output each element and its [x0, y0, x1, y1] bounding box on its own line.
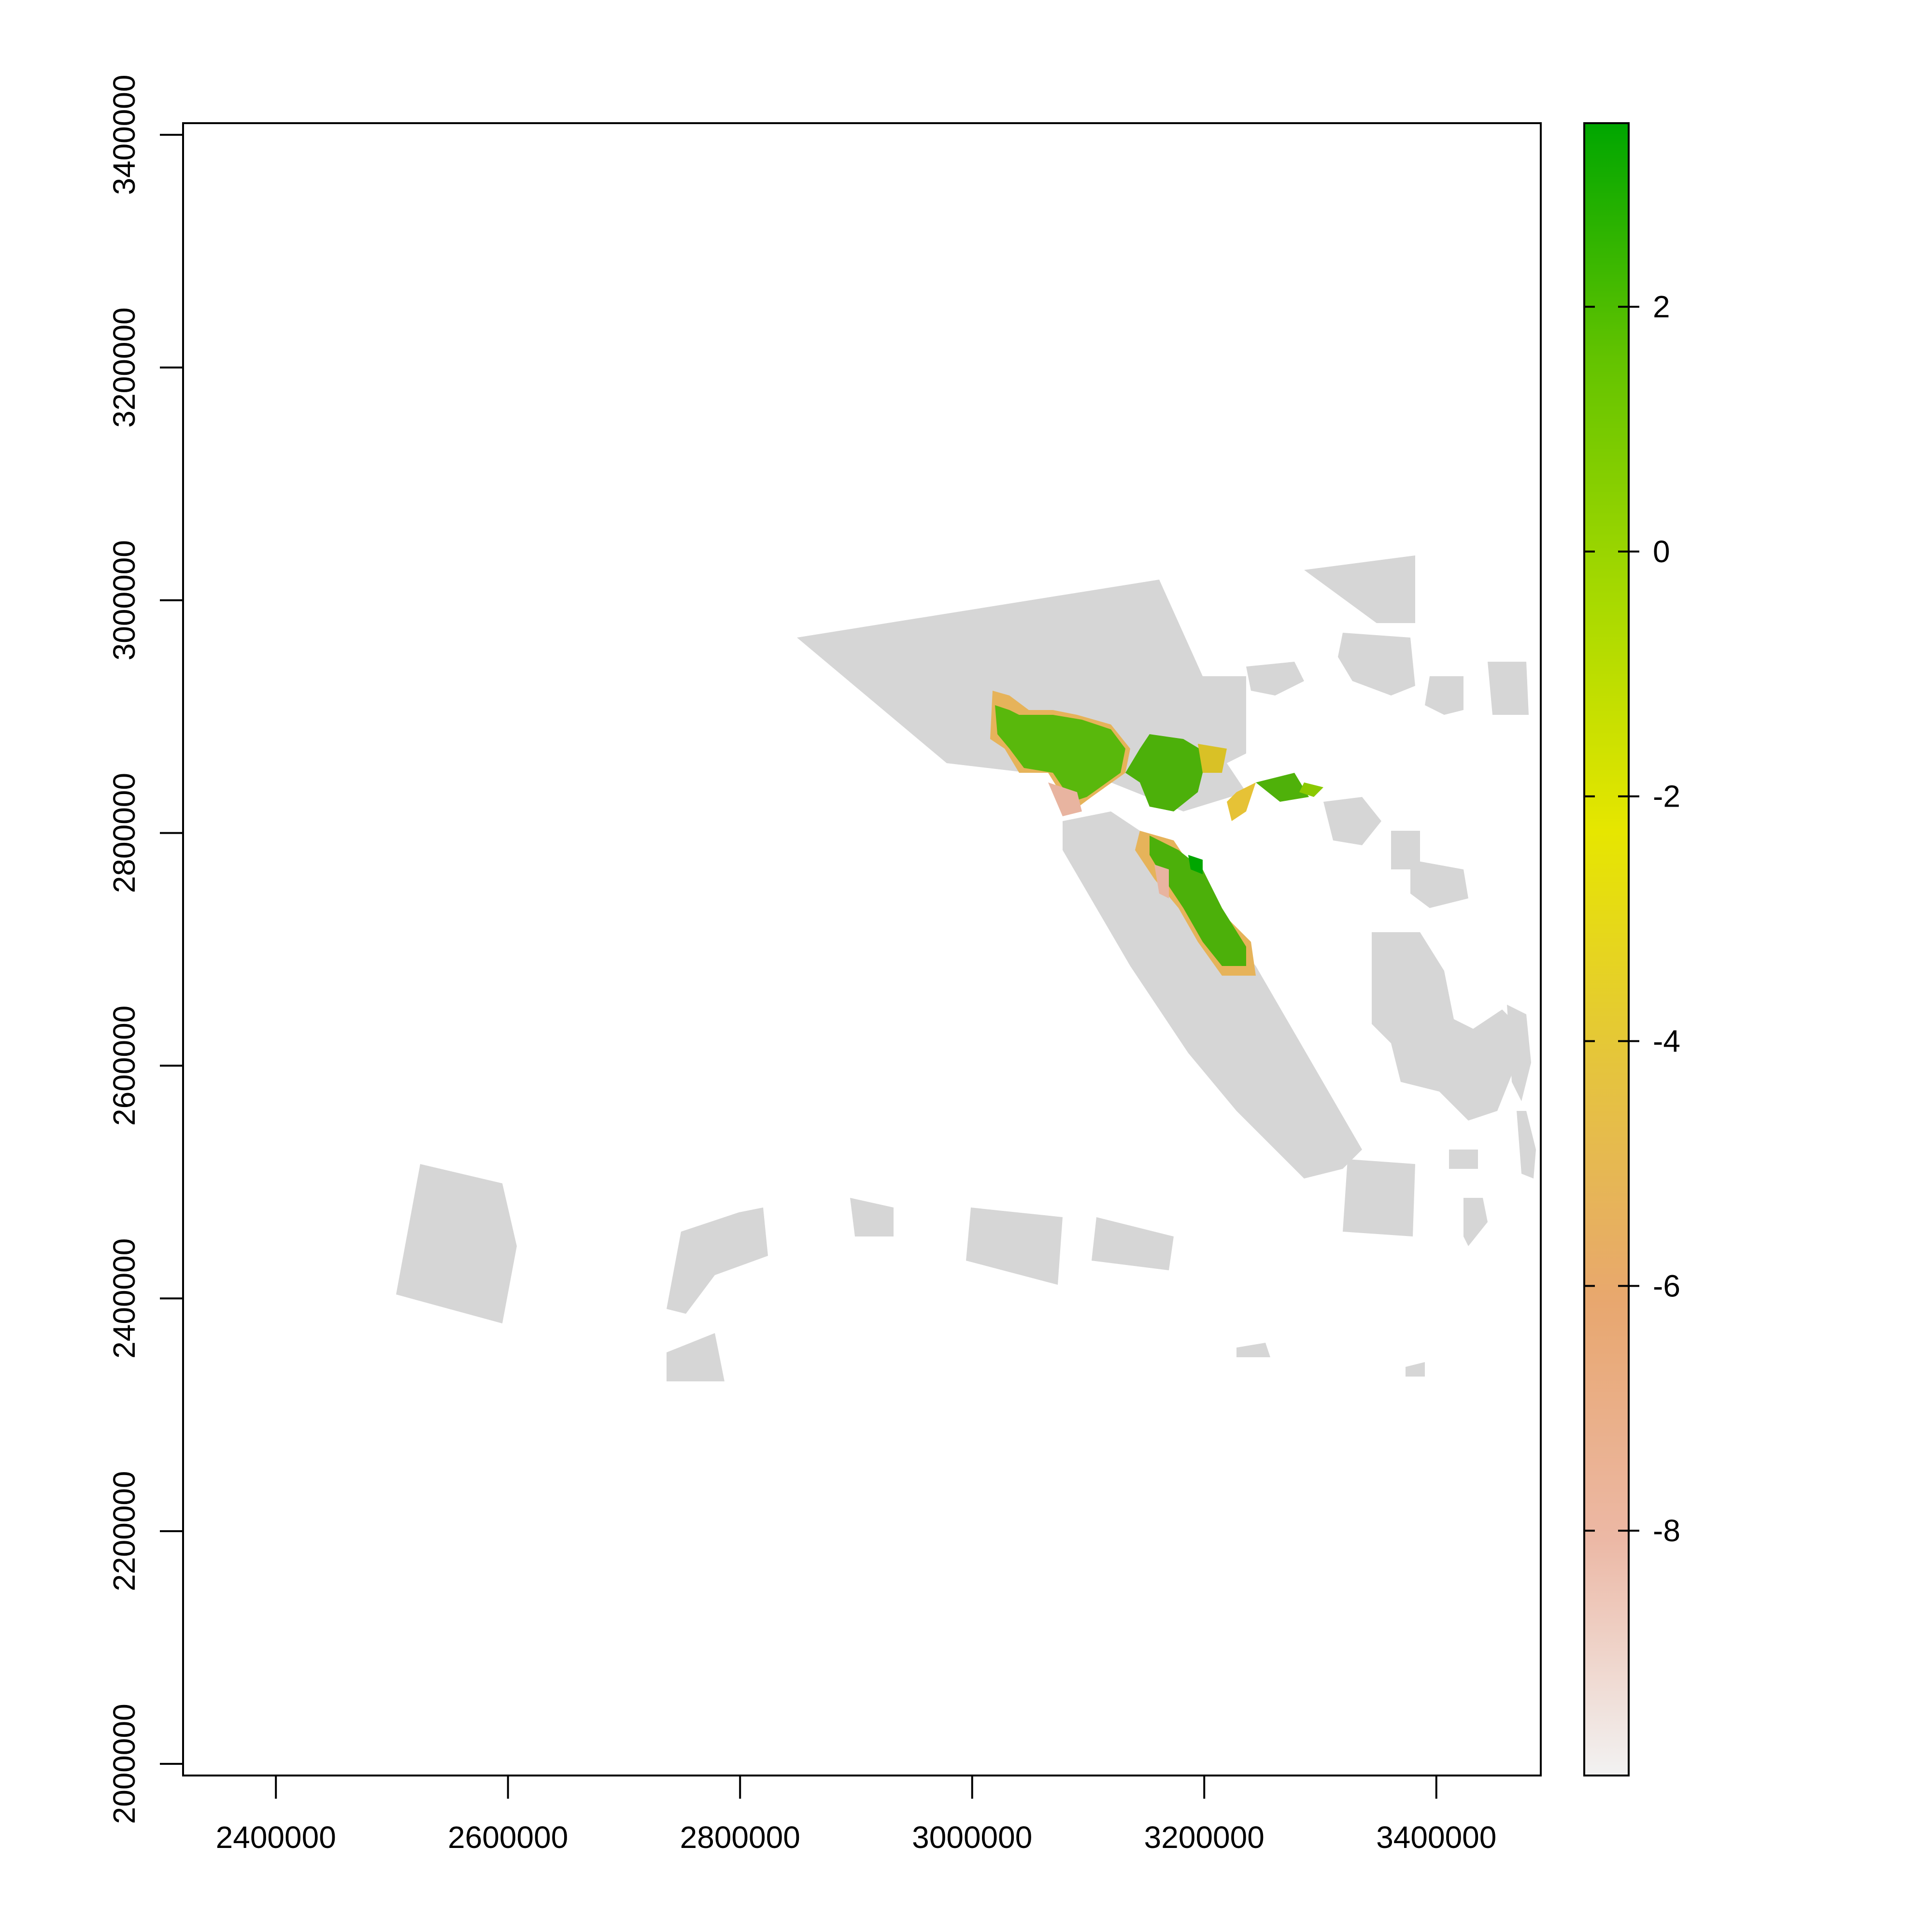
- legend-color-ramp: [1584, 123, 1629, 1776]
- legend-tick-label: -2: [1653, 779, 1680, 814]
- y-tick-label: 2400000: [107, 1238, 142, 1359]
- y-tick-label: 2800000: [107, 773, 142, 893]
- legend-frame: [1583, 122, 1630, 1776]
- x-tick-label: 3400000: [1376, 1820, 1496, 1855]
- nodata-region-ne-2: [1338, 633, 1415, 696]
- y-tick-label: 3000000: [107, 540, 142, 660]
- x-tick-label: 2600000: [448, 1820, 568, 1855]
- y-tick-label: 2600000: [107, 1006, 142, 1126]
- nodata-region-ne-6: [1323, 797, 1381, 845]
- legend-tick-label: 0: [1653, 534, 1670, 569]
- nodata-regions: [396, 555, 1536, 1381]
- y-axis: 2000000 2200000 2400000 2600000 2800000 30000…: [107, 75, 184, 1824]
- legend-colorbar: 2 0 -2 -4 -6 -8: [1583, 122, 1680, 1776]
- plot-frame: [182, 122, 1542, 1776]
- nodata-region-fan: [797, 580, 1246, 811]
- legend-tick-label: -4: [1653, 1024, 1680, 1059]
- nodata-region-ne-8: [1410, 860, 1468, 908]
- legend-tick-label: -8: [1653, 1513, 1680, 1548]
- raster-values: [990, 691, 1323, 976]
- nodata-region-south-5: [1092, 1217, 1174, 1270]
- nodata-region-south-4: [966, 1208, 1063, 1285]
- y-tick-label: 2200000: [107, 1471, 142, 1591]
- nodata-region-west-box: [396, 1164, 517, 1323]
- y-tick-label: 2000000: [107, 1704, 142, 1824]
- x-tick-label: 2400000: [216, 1820, 336, 1855]
- nodata-region-south-1: [667, 1208, 768, 1314]
- nodata-region-ne-7: [1391, 831, 1420, 869]
- nodata-region-strip: [1063, 811, 1362, 1179]
- x-tick-label: 3200000: [1144, 1820, 1264, 1855]
- y-tick-label: 3400000: [107, 75, 142, 195]
- nodata-region-south-2: [667, 1333, 724, 1381]
- x-axis: 2400000 2600000 2800000 3000000 3200000 34000…: [216, 1775, 1496, 1855]
- nodata-region-east-1: [1372, 932, 1517, 1121]
- raster-patch-south: [1135, 831, 1256, 976]
- nodata-region-ne-1: [1304, 555, 1415, 623]
- nodata-region-east-3: [1517, 1111, 1536, 1179]
- nodata-region-ne-3: [1488, 662, 1529, 715]
- x-tick-label: 3000000: [912, 1820, 1032, 1855]
- y-tick-label: 3200000: [107, 307, 142, 427]
- nodata-region-ne-5: [1246, 662, 1304, 696]
- nodata-region-se-small-2: [1463, 1198, 1488, 1246]
- nodata-region-ne-4: [1425, 676, 1463, 715]
- nodata-region-se-small: [1449, 1150, 1478, 1169]
- legend-tick-label: 2: [1653, 289, 1670, 324]
- nodata-region-east-2: [1507, 1005, 1531, 1101]
- raster-patch-north: [990, 691, 1323, 821]
- nodata-region-box-se: [1343, 1159, 1415, 1236]
- nodata-region-south-7: [1406, 1362, 1425, 1377]
- legend-tick-label: -6: [1653, 1268, 1680, 1303]
- nodata-region-south-3: [850, 1198, 894, 1236]
- x-tick-label: 2800000: [680, 1820, 800, 1855]
- nodata-region-south-6: [1236, 1343, 1270, 1357]
